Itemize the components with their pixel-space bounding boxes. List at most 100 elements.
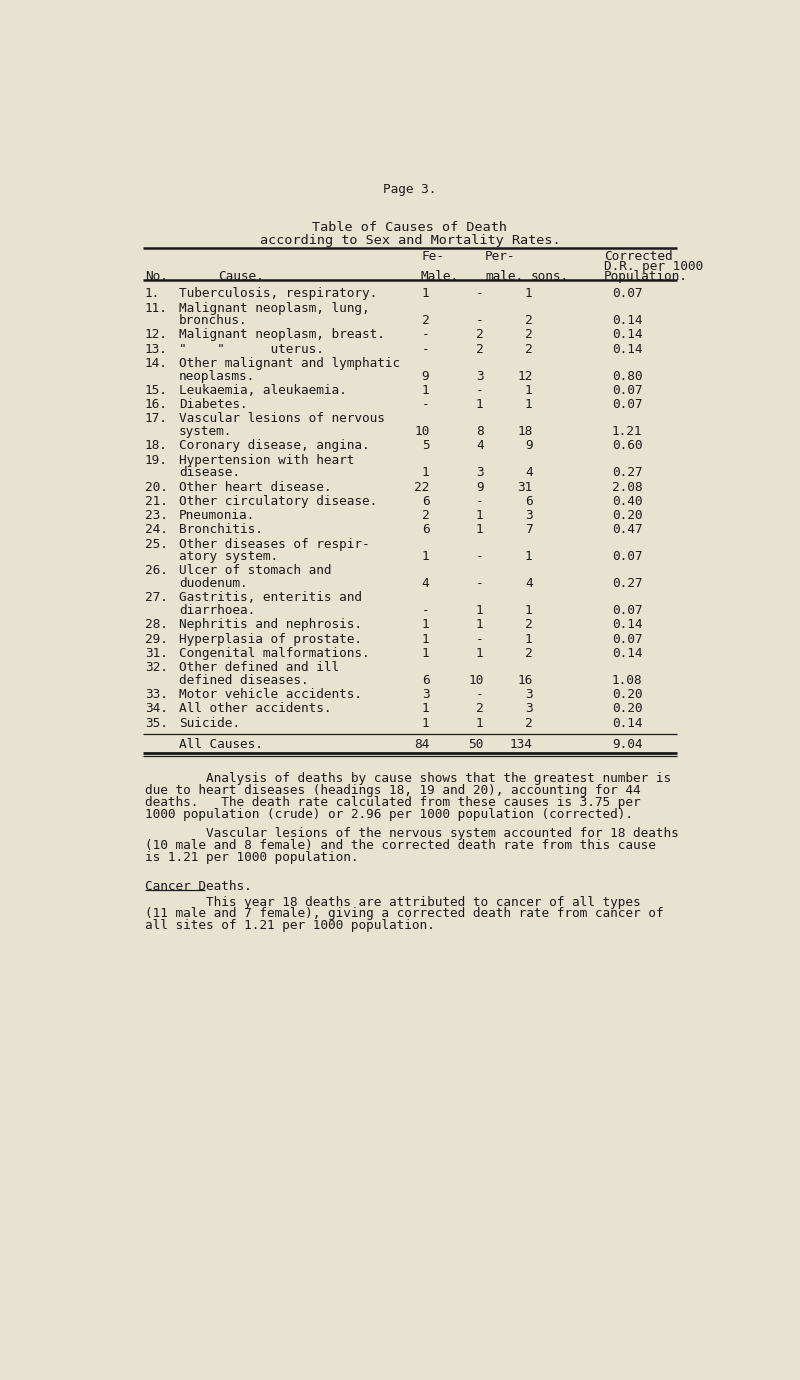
Text: 0.27: 0.27 — [612, 466, 642, 479]
Text: duodenum.: duodenum. — [179, 577, 248, 591]
Text: 0.14: 0.14 — [612, 342, 642, 356]
Text: 1: 1 — [422, 618, 430, 632]
Text: 28.: 28. — [145, 618, 168, 632]
Text: 3: 3 — [525, 689, 533, 701]
Text: 0.14: 0.14 — [612, 618, 642, 632]
Text: 1: 1 — [422, 384, 430, 397]
Text: 1: 1 — [525, 604, 533, 617]
Text: 1: 1 — [422, 716, 430, 730]
Text: 1000 population (crude) or 2.96 per 1000 population (corrected).: 1000 population (crude) or 2.96 per 1000… — [145, 807, 633, 821]
Text: 4: 4 — [422, 577, 430, 591]
Text: 2: 2 — [476, 702, 484, 715]
Text: Other malignant and lymphatic: Other malignant and lymphatic — [179, 357, 400, 370]
Text: Tuberculosis, respiratory.: Tuberculosis, respiratory. — [179, 287, 378, 301]
Text: Congenital malformations.: Congenital malformations. — [179, 647, 370, 660]
Text: Other heart disease.: Other heart disease. — [179, 480, 331, 494]
Text: 0.20: 0.20 — [612, 689, 642, 701]
Text: 1.21: 1.21 — [612, 425, 642, 437]
Text: 1: 1 — [422, 287, 430, 301]
Text: 7: 7 — [525, 523, 533, 537]
Text: 0.07: 0.07 — [612, 604, 642, 617]
Text: Suicide.: Suicide. — [179, 716, 240, 730]
Text: deaths.   The death rate calculated from these causes is 3.75 per: deaths. The death rate calculated from t… — [145, 796, 641, 809]
Text: 11.: 11. — [145, 301, 168, 315]
Text: 1: 1 — [422, 702, 430, 715]
Text: Leukaemia, aleukaemia.: Leukaemia, aleukaemia. — [179, 384, 347, 397]
Text: All other accidents.: All other accidents. — [179, 702, 331, 715]
Text: Page 3.: Page 3. — [383, 182, 437, 196]
Text: Other circulatory disease.: Other circulatory disease. — [179, 495, 378, 508]
Text: 31: 31 — [518, 480, 533, 494]
Text: Malignant neoplasm, breast.: Malignant neoplasm, breast. — [179, 328, 385, 341]
Text: 50: 50 — [468, 738, 484, 752]
Text: 27.: 27. — [145, 592, 168, 604]
Text: 1: 1 — [476, 399, 484, 411]
Text: 2: 2 — [525, 647, 533, 660]
Text: Motor vehicle accidents.: Motor vehicle accidents. — [179, 689, 362, 701]
Text: 6: 6 — [422, 523, 430, 537]
Text: diarrhoea.: diarrhoea. — [179, 604, 255, 617]
Text: 0.07: 0.07 — [612, 632, 642, 646]
Text: 4: 4 — [476, 439, 484, 453]
Text: 9: 9 — [525, 439, 533, 453]
Text: 1: 1 — [476, 618, 484, 632]
Text: 16: 16 — [518, 673, 533, 687]
Text: 0.14: 0.14 — [612, 647, 642, 660]
Text: This year 18 deaths are attributed to cancer of all types: This year 18 deaths are attributed to ca… — [145, 896, 641, 908]
Text: No.: No. — [145, 269, 168, 283]
Text: 34.: 34. — [145, 702, 168, 715]
Text: Corrected: Corrected — [604, 250, 672, 264]
Text: Other defined and ill: Other defined and ill — [179, 661, 339, 673]
Text: Table of Causes of Death: Table of Causes of Death — [313, 221, 507, 235]
Text: 4: 4 — [525, 577, 533, 591]
Text: Population.: Population. — [604, 269, 688, 283]
Text: 26.: 26. — [145, 564, 168, 577]
Text: Coronary disease, angina.: Coronary disease, angina. — [179, 439, 370, 453]
Text: 1: 1 — [476, 716, 484, 730]
Text: defined diseases.: defined diseases. — [179, 673, 309, 687]
Text: 2: 2 — [525, 328, 533, 341]
Text: 1: 1 — [476, 523, 484, 537]
Text: Vascular lesions of nervous: Vascular lesions of nervous — [179, 413, 385, 425]
Text: 3: 3 — [476, 466, 484, 479]
Text: -: - — [476, 315, 484, 327]
Text: 4: 4 — [525, 466, 533, 479]
Text: Vascular lesions of the nervous system accounted for 18 deaths: Vascular lesions of the nervous system a… — [145, 828, 678, 840]
Text: 33.: 33. — [145, 689, 168, 701]
Text: 0.14: 0.14 — [612, 716, 642, 730]
Text: -: - — [422, 399, 430, 411]
Text: Fe-: Fe- — [422, 250, 445, 264]
Text: Gastritis, enteritis and: Gastritis, enteritis and — [179, 592, 362, 604]
Text: 0.80: 0.80 — [612, 370, 642, 382]
Text: 0.07: 0.07 — [612, 287, 642, 301]
Text: 5: 5 — [422, 439, 430, 453]
Text: -: - — [476, 632, 484, 646]
Text: 0.20: 0.20 — [612, 509, 642, 522]
Text: 18.: 18. — [145, 439, 168, 453]
Text: 1.08: 1.08 — [612, 673, 642, 687]
Text: 2: 2 — [476, 328, 484, 341]
Text: 23.: 23. — [145, 509, 168, 522]
Text: (10 male and 8 female) and the corrected death rate from this cause: (10 male and 8 female) and the corrected… — [145, 839, 656, 853]
Text: 22: 22 — [414, 480, 430, 494]
Text: 9: 9 — [476, 480, 484, 494]
Text: 2.08: 2.08 — [612, 480, 642, 494]
Text: 16.: 16. — [145, 399, 168, 411]
Text: Pneumonia.: Pneumonia. — [179, 509, 255, 522]
Text: disease.: disease. — [179, 466, 240, 479]
Text: is 1.21 per 1000 population.: is 1.21 per 1000 population. — [145, 851, 358, 864]
Text: 18: 18 — [518, 425, 533, 437]
Text: -: - — [422, 604, 430, 617]
Text: 13.: 13. — [145, 342, 168, 356]
Text: 0.60: 0.60 — [612, 439, 642, 453]
Text: 12.: 12. — [145, 328, 168, 341]
Text: 0.40: 0.40 — [612, 495, 642, 508]
Text: Other diseases of respir-: Other diseases of respir- — [179, 537, 370, 551]
Text: "    "      uterus.: " " uterus. — [179, 342, 324, 356]
Text: Cancer Deaths.: Cancer Deaths. — [145, 880, 252, 893]
Text: 1: 1 — [422, 551, 430, 563]
Text: -: - — [422, 342, 430, 356]
Text: due to heart diseases (headings 18, 19 and 20), accounting for 44: due to heart diseases (headings 18, 19 a… — [145, 784, 641, 796]
Text: 0.20: 0.20 — [612, 702, 642, 715]
Text: 3: 3 — [476, 370, 484, 382]
